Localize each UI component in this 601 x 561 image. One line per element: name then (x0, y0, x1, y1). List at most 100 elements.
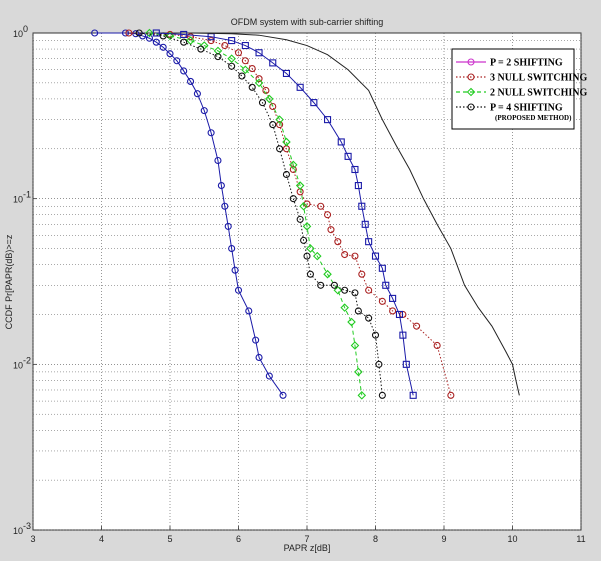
series-2-point-12 (295, 181, 305, 190)
series-0-point-22 (252, 336, 260, 344)
series-1-point-24 (378, 297, 386, 305)
series-4-point-9 (310, 99, 318, 107)
series-0-point-25 (279, 391, 287, 399)
y-tick-label-exp-1: -1 (23, 190, 31, 200)
series-4-point-18 (371, 252, 380, 260)
series-0-point-1 (121, 29, 130, 37)
series-3-point-10 (276, 145, 284, 153)
series-4-point-25 (409, 391, 417, 399)
series-0-point-9 (180, 67, 188, 75)
legend: P = 2 SHIFTING 3 NULL SWITCHING 2 NULL SWI… (451, 48, 587, 130)
x-tick-label-5: 8 (373, 534, 378, 544)
series-0-point-14 (214, 156, 222, 165)
series-0-point-7 (166, 50, 174, 58)
x-tick-label-7: 10 (507, 534, 517, 544)
series-2-point-5 (227, 54, 236, 63)
series-1-point-21 (351, 252, 359, 260)
series-3-point-12 (289, 195, 297, 203)
series-0-point-4 (145, 34, 153, 42)
series-2 (145, 28, 367, 400)
series-5 (190, 32, 520, 396)
series-0-point-15 (217, 181, 225, 190)
series-0-point-24 (265, 372, 273, 380)
series-4-point-0 (152, 29, 160, 37)
legend-label-0: P = 2 SHIFTING (490, 58, 563, 69)
x-tick-label-8: 11 (576, 534, 585, 544)
series-1-point-4 (221, 41, 229, 50)
series-3-point-11 (282, 170, 291, 179)
series-line-0 (94, 32, 284, 396)
series-3-point-20 (351, 289, 359, 297)
series-4-point-3 (228, 37, 236, 45)
series-1-point-13 (289, 165, 297, 174)
series-1-point-10 (269, 102, 277, 111)
series-4-point-6 (269, 59, 277, 67)
series-0 (91, 29, 287, 399)
series-0-point-19 (231, 266, 239, 274)
legend-sublabel-3: (PROPOSED METHOD) (495, 114, 572, 122)
series-1-point-16 (317, 202, 325, 210)
x-axis-title: PAPR z[dB] (284, 543, 331, 553)
series-3-point-13 (296, 215, 304, 223)
series-0-point-8 (173, 57, 181, 65)
series-3 (135, 29, 386, 399)
series-3-point-0 (135, 29, 143, 37)
series-4-point-8 (296, 83, 304, 91)
series-1-point-20 (341, 250, 349, 259)
series-1-point-5 (234, 49, 243, 57)
series-1-point-23 (365, 286, 373, 294)
series-4-point-12 (344, 152, 352, 160)
series-4-point-10 (323, 116, 332, 124)
series-3-point-14 (300, 236, 308, 244)
x-tick-label-3: 6 (236, 534, 241, 544)
y-tick-label-base-2: 10 (13, 360, 23, 370)
y-tick-label-exp-2: -2 (23, 355, 31, 365)
y-tick-label-0: 10 0 (13, 24, 28, 39)
series-1-point-6 (241, 57, 249, 65)
series-2-point-16 (312, 251, 322, 261)
series-2-point-21 (350, 341, 360, 350)
series-1-point-11 (276, 121, 284, 129)
series-4-point-17 (365, 238, 373, 246)
series-4-point-16 (361, 220, 369, 228)
series-1-point-28 (433, 341, 441, 350)
series-0-point-5 (152, 38, 160, 46)
legend-label-1: 3 NULL SWITCHING (490, 73, 587, 84)
series-0-point-10 (187, 77, 195, 85)
series-4-point-4 (241, 41, 249, 50)
series-4-point-15 (358, 202, 366, 210)
series-0-point-6 (159, 43, 167, 51)
series-3-point-9 (269, 121, 277, 129)
series-4-point-22 (395, 310, 404, 319)
series-1-point-19 (334, 238, 342, 246)
series-2-point-22 (354, 367, 363, 377)
series-1-point-22 (358, 270, 366, 278)
series-2-point-20 (347, 317, 356, 327)
series-0-point-16 (221, 202, 229, 210)
y-tick-label-exp-3: -3 (23, 521, 31, 531)
series-4-point-13 (351, 165, 359, 174)
series-2-point-8 (265, 94, 274, 104)
series-4-point-7 (282, 69, 291, 77)
series-3-point-4 (214, 53, 222, 61)
series-3-point-25 (378, 391, 386, 399)
series-2-point-17 (323, 269, 332, 279)
series-0-point-21 (245, 307, 253, 315)
series-3-point-2 (180, 38, 188, 46)
series-2-point-19 (340, 303, 349, 312)
series-2-point-10 (282, 137, 291, 147)
series-3-point-5 (228, 62, 236, 70)
series-2-point-0 (145, 28, 154, 38)
series-2-point-23 (357, 391, 367, 400)
series-0-point-11 (193, 90, 201, 98)
series-line-1 (128, 32, 452, 396)
series-2-point-2 (186, 36, 195, 45)
series-3-point-23 (371, 331, 380, 339)
series-3-point-16 (306, 270, 314, 278)
series-3-point-7 (248, 83, 256, 91)
y-tick-label-exp-0: 0 (23, 24, 28, 34)
series-4-point-11 (337, 138, 345, 146)
legend-marker-0 (467, 58, 475, 66)
series-0-point-20 (234, 286, 243, 294)
series-4-point-23 (399, 331, 407, 339)
